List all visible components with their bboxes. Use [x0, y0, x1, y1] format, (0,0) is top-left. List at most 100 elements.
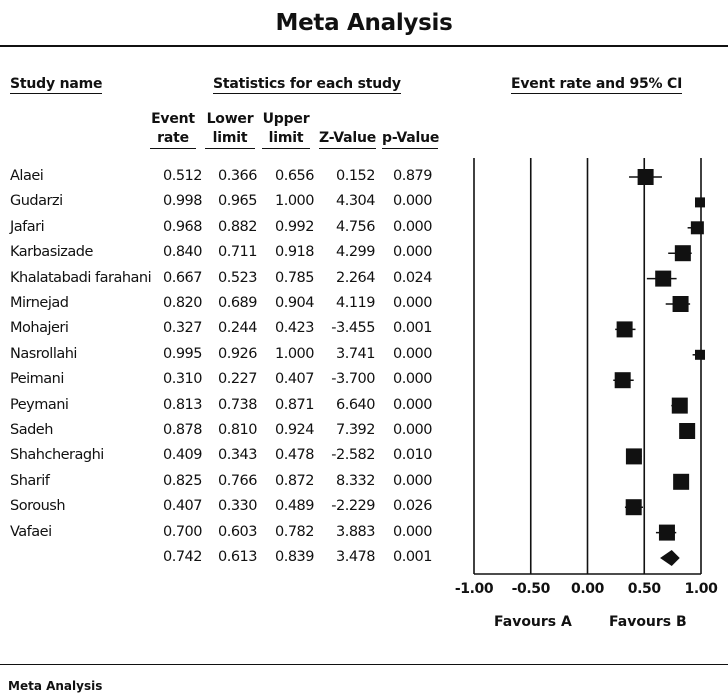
upper-limit-cell: 0.423	[274, 320, 315, 337]
event-rate-cell: 0.667	[162, 269, 203, 286]
upper-limit-cell: 0.407	[274, 371, 315, 388]
upper-limit-cell: 0.871	[274, 396, 315, 413]
study-name-cell: Peymani	[10, 396, 69, 413]
study-name-cell: Jafari	[10, 218, 45, 235]
z-value-cell: 2.264	[335, 269, 376, 286]
study-name-cell: Soroush	[10, 498, 66, 515]
event-rate-cell: 0.840	[162, 244, 203, 261]
z-value-cell: 7.392	[335, 422, 376, 438]
point-marker	[658, 524, 675, 541]
p-value-cell: 0.000	[392, 244, 433, 261]
lower-limit-cell: 0.330	[217, 498, 258, 515]
event-rate-cell: 0.813	[162, 396, 203, 413]
upper-limit-cell: 0.839	[274, 549, 315, 565]
upper-limit-cell: 0.478	[274, 447, 315, 464]
point-marker	[679, 423, 696, 439]
study-name-cell: Peimani	[10, 371, 64, 388]
lower-limit-cell: 0.227	[217, 371, 258, 388]
p-value-cell: 0.000	[392, 472, 433, 489]
statistics-header: Statistics for each study	[213, 76, 401, 94]
lower-limit-cell: 0.711	[217, 244, 258, 261]
p-value-cell: 0.024	[392, 269, 433, 286]
event-rate-cell: 0.407	[162, 498, 203, 515]
event-rate-cell: 0.998	[162, 193, 203, 210]
study-name-cell: Shahcheraghi	[10, 447, 104, 464]
p-value-cell: 0.000	[392, 371, 433, 388]
point-marker	[673, 473, 690, 490]
study-name-cell: Sharif	[10, 472, 50, 489]
z-value-cell: -3.455	[331, 320, 375, 337]
p-value-cell: 0.000	[392, 345, 433, 362]
event-rate-cell: 0.878	[162, 422, 203, 438]
point-marker	[637, 169, 654, 185]
upper-limit-cell: 0.785	[274, 269, 315, 286]
point-marker	[695, 197, 705, 208]
p-value-cell: 0.000	[392, 422, 433, 438]
point-marker	[655, 270, 672, 287]
study-name-cell: Sadeh	[10, 422, 53, 438]
footer-title: Meta Analysis	[8, 679, 103, 693]
study-name-cell: Vafaei	[10, 523, 52, 540]
point-marker	[625, 499, 642, 516]
x-tick-label: 0.50	[628, 581, 662, 597]
favours-b-label: Favours B	[609, 614, 687, 630]
lower-limit-cell: 0.882	[217, 218, 258, 235]
z-value-cell: 4.119	[335, 295, 376, 311]
point-marker	[695, 349, 705, 360]
upper-limit-cell: 0.924	[274, 422, 315, 438]
lower-limit-cell: 0.523	[217, 269, 258, 286]
z-value-cell: 0.152	[335, 168, 376, 184]
study-name-cell: Mirnejad	[10, 295, 69, 311]
point-marker	[674, 245, 691, 262]
event-rate-cell: 0.825	[162, 472, 203, 489]
upper-limit-cell: 0.489	[274, 498, 315, 515]
p-value-cell: 0.010	[392, 447, 433, 464]
summary-diamond	[660, 550, 680, 566]
lower-limit-cell: 0.689	[217, 295, 258, 311]
lower-limit-cell: 0.366	[217, 168, 258, 184]
plot-header: Event rate and 95% CI	[511, 76, 683, 94]
upper-limit-cell: 1.000	[274, 345, 315, 362]
page-title: Meta Analysis	[275, 10, 453, 36]
x-tick-label: -0.50	[512, 581, 551, 597]
event-rate-cell: 0.409	[162, 447, 203, 464]
study-name-cell: Mohajeri	[10, 320, 69, 337]
z-value-cell: -2.229	[331, 498, 375, 515]
p-value-cell: 0.000	[392, 523, 433, 540]
study-name-cell: Khalatabadi farahani	[10, 269, 152, 286]
point-marker	[690, 221, 704, 235]
event-rate-cell: 0.995	[162, 345, 203, 362]
upper-limit-cell: 0.656	[274, 168, 315, 184]
col-header-z-value: Z-Value	[319, 129, 376, 149]
z-value-cell: 6.640	[335, 396, 376, 413]
event-rate-cell: 0.820	[162, 295, 203, 311]
lower-limit-cell: 0.810	[217, 422, 258, 438]
p-value-cell: 0.001	[392, 320, 433, 337]
z-value-cell: 8.332	[335, 472, 376, 489]
event-rate-cell: 0.968	[162, 218, 203, 235]
upper-limit-cell: 0.918	[274, 244, 315, 261]
z-value-cell: -3.700	[331, 371, 375, 388]
point-marker	[616, 321, 633, 338]
point-marker	[672, 296, 689, 312]
upper-limit-cell: 1.000	[274, 193, 315, 210]
lower-limit-cell: 0.244	[217, 320, 258, 337]
event-rate-cell: 0.742	[162, 549, 203, 565]
col-header-p-value: p-Value	[382, 129, 439, 149]
point-marker	[614, 372, 631, 389]
p-value-cell: 0.000	[392, 396, 433, 413]
point-marker	[625, 448, 642, 465]
col-header-event-rate: Event rate	[150, 110, 196, 149]
lower-limit-cell: 0.965	[217, 193, 258, 210]
z-value-cell: 4.756	[335, 218, 376, 235]
event-rate-cell: 0.512	[162, 168, 203, 184]
bottom-divider	[0, 664, 728, 665]
lower-limit-cell: 0.926	[217, 345, 258, 362]
z-value-cell: 4.304	[335, 193, 376, 210]
study-name-cell: Nasrollahi	[10, 345, 77, 362]
upper-limit-cell: 0.872	[274, 472, 315, 489]
point-marker	[671, 397, 688, 414]
lower-limit-cell: 0.738	[217, 396, 258, 413]
upper-limit-cell: 0.992	[274, 218, 315, 235]
